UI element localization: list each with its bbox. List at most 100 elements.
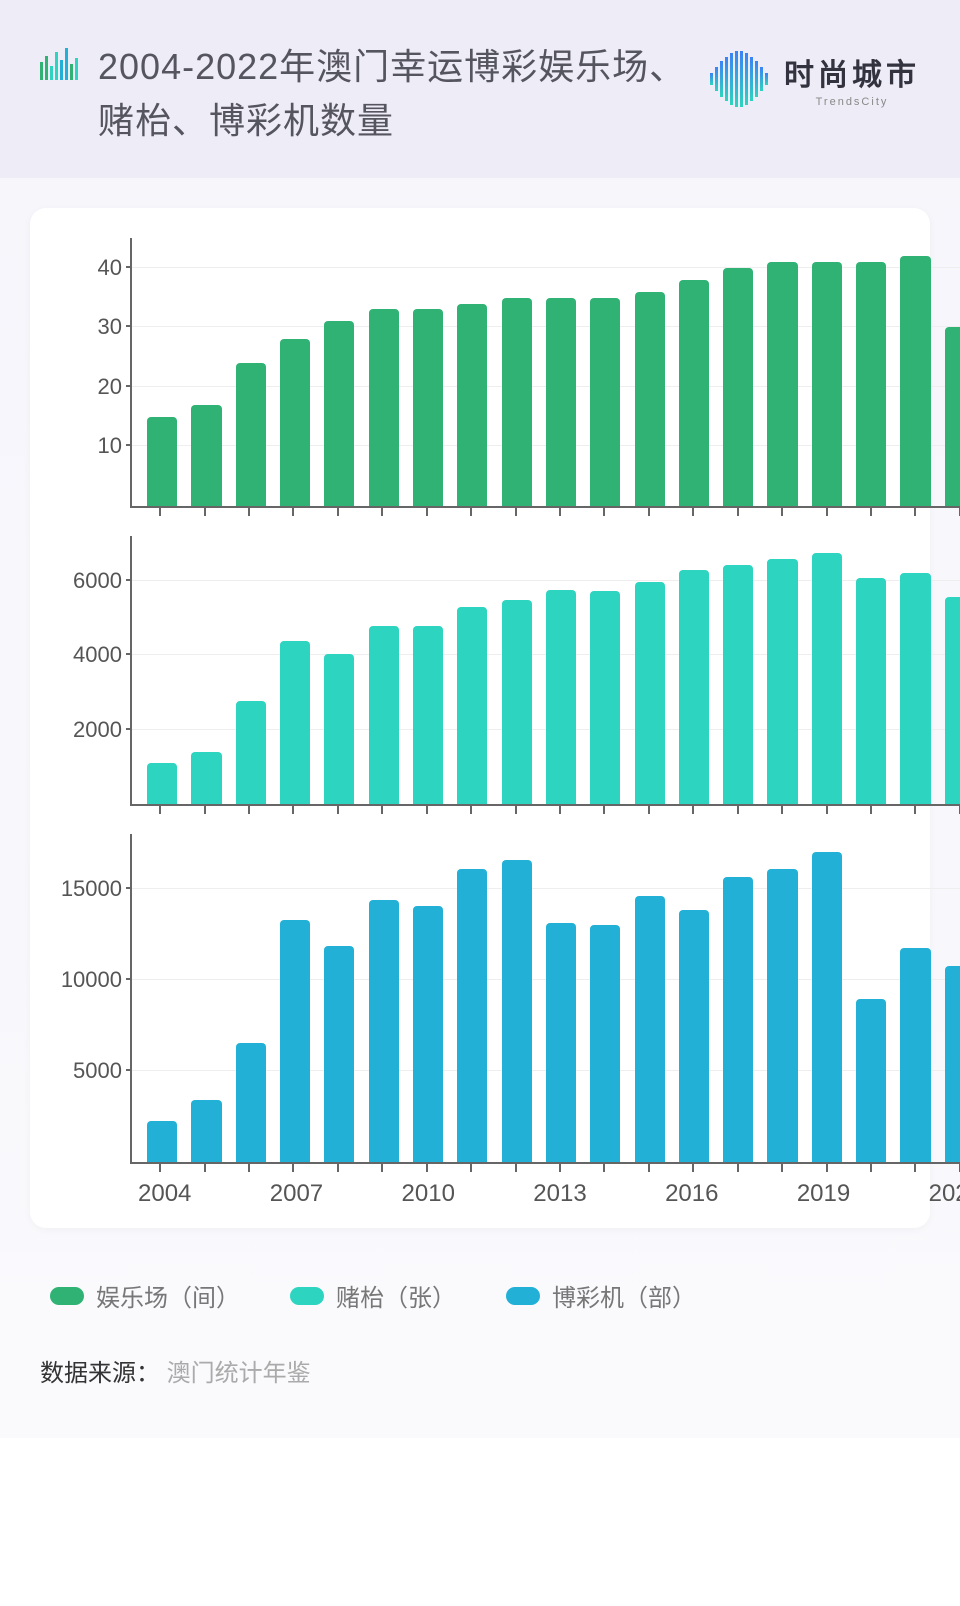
legend-item: 赌枱（张） [290, 1278, 456, 1313]
bar [191, 752, 221, 804]
chart-panel-tables: 200040006000 [130, 536, 960, 816]
bar [236, 1043, 266, 1162]
x-tick-label: 2019 [797, 1180, 850, 1208]
chart-panel-casinos: 10203040 [130, 238, 960, 518]
bar [945, 597, 960, 804]
legend-label: 博彩机（部） [552, 1278, 696, 1313]
y-tick-label: 2000 [73, 717, 132, 743]
bar [945, 327, 960, 506]
legend-item: 博彩机（部） [506, 1278, 696, 1313]
x-tick-label [889, 1180, 928, 1208]
bar [280, 920, 310, 1162]
y-tick-label: 30 [98, 314, 132, 340]
bar [812, 852, 842, 1162]
bar [856, 999, 886, 1162]
x-tick-label [587, 1180, 626, 1208]
data-source: 数据来源： 澳门统计年鉴 [0, 1333, 960, 1438]
x-tick-label [850, 1180, 889, 1208]
x-tick-label: 2010 [402, 1180, 455, 1208]
bar [635, 292, 665, 506]
bar [723, 268, 753, 506]
bar [413, 309, 443, 506]
legend-swatch [506, 1287, 540, 1305]
legend-swatch [290, 1287, 324, 1305]
legend-item: 娱乐场（间） [50, 1278, 240, 1313]
bar [679, 910, 709, 1162]
x-tick-label: 2004 [138, 1180, 191, 1208]
x-tick-label [626, 1180, 665, 1208]
x-tick-label [362, 1180, 401, 1208]
bar [590, 925, 620, 1162]
bar [369, 626, 399, 804]
chart-card: 1020304020004000600050001000015000200420… [30, 208, 930, 1228]
bar [369, 309, 399, 506]
bar [191, 1100, 221, 1162]
chart-panel-slots: 5000100001500020042007201020132016201920… [130, 834, 960, 1208]
logo-text-cn: 时尚城市 [784, 50, 920, 94]
bar [590, 591, 620, 804]
bar [723, 565, 753, 804]
x-tick-label: 2022 [929, 1180, 960, 1208]
bar [945, 966, 960, 1162]
bar [900, 948, 930, 1162]
bar [457, 869, 487, 1162]
x-tick-label [323, 1180, 362, 1208]
x-tick-label [718, 1180, 757, 1208]
bar [502, 600, 532, 804]
bar [502, 860, 532, 1162]
bar [812, 262, 842, 506]
bar [679, 570, 709, 804]
x-tick-label [191, 1180, 230, 1208]
y-tick-label: 4000 [73, 642, 132, 668]
bar [280, 339, 310, 506]
x-tick-label [455, 1180, 494, 1208]
y-tick-label: 10000 [61, 967, 132, 993]
bar [590, 298, 620, 506]
bar [767, 262, 797, 506]
x-tick-label [758, 1180, 797, 1208]
bar [457, 304, 487, 506]
legend: 娱乐场（间） 赌枱（张） 博彩机（部） [0, 1248, 960, 1333]
bar [679, 280, 709, 506]
bar [856, 262, 886, 506]
bar [324, 946, 354, 1162]
legend-label: 娱乐场（间） [96, 1278, 240, 1313]
bar [369, 900, 399, 1162]
brand-logo: 时尚城市 TrendsCity [708, 50, 920, 108]
x-tick-label: 2013 [533, 1180, 586, 1208]
x-tick-label: 2007 [270, 1180, 323, 1208]
bar [546, 298, 576, 506]
bar [767, 559, 797, 804]
bar [236, 701, 266, 804]
bar [635, 896, 665, 1162]
bar [324, 321, 354, 506]
bar [900, 256, 930, 506]
bar [767, 869, 797, 1162]
bar [324, 654, 354, 804]
logo-icon [708, 51, 772, 107]
legend-label: 赌枱（张） [336, 1278, 456, 1313]
bar [147, 763, 177, 804]
bar [413, 626, 443, 804]
legend-swatch [50, 1287, 84, 1305]
chart-container: 2004-2022年澳门幸运博彩娱乐场、赌枱、博彩机数量 [0, 0, 960, 1438]
y-tick-label: 15000 [61, 876, 132, 902]
x-tick-label: 2016 [665, 1180, 718, 1208]
bar [413, 906, 443, 1162]
chart-title: 2004-2022年澳门幸运博彩娱乐场、赌枱、博彩机数量 [98, 40, 708, 148]
y-tick-label: 20 [98, 374, 132, 400]
bar [147, 1121, 177, 1162]
bar [723, 877, 753, 1162]
bar [280, 641, 310, 804]
x-tick-label [231, 1180, 270, 1208]
header: 2004-2022年澳门幸运博彩娱乐场、赌枱、博彩机数量 [0, 0, 960, 178]
header-bars-icon [40, 48, 78, 85]
y-tick-label: 40 [98, 255, 132, 281]
bar [546, 590, 576, 804]
bar [236, 363, 266, 506]
bar [457, 607, 487, 804]
bar [635, 582, 665, 804]
bar [191, 405, 221, 506]
x-tick-label [494, 1180, 533, 1208]
bar [900, 573, 930, 804]
